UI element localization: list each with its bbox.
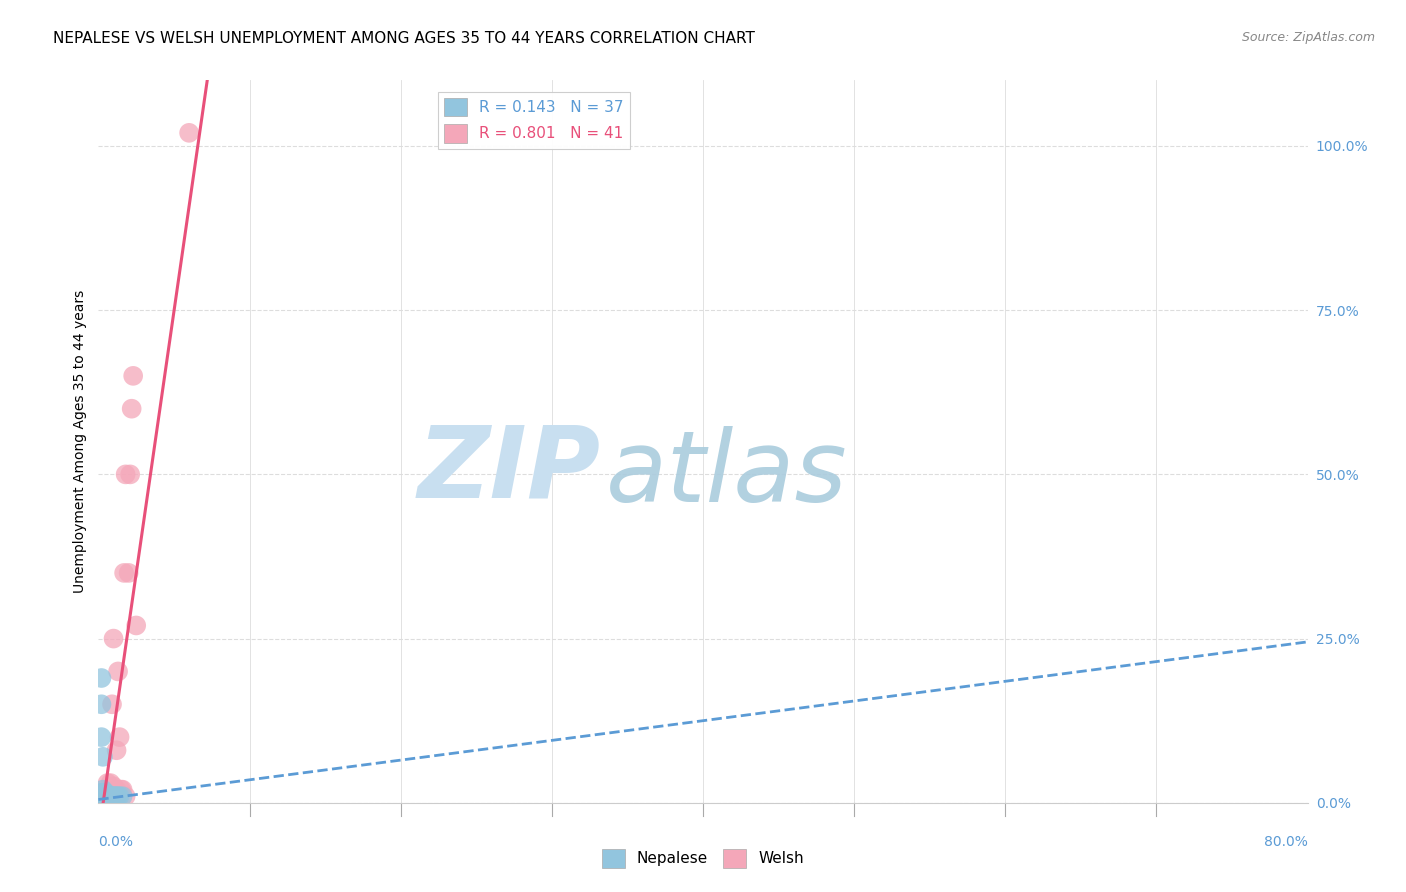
Point [101, 698, 124, 712]
Point [90, 789, 112, 804]
Point [98, 789, 121, 804]
Point [108, 789, 131, 804]
Point [90, 789, 112, 804]
Point [104, 789, 127, 804]
Point [114, 467, 136, 482]
Point [107, 665, 129, 679]
Point [90, 730, 112, 744]
Point [98, 786, 121, 800]
Point [107, 789, 129, 804]
Point [91, 786, 114, 800]
Point [125, 618, 148, 632]
Point [89, 789, 111, 804]
Point [90, 786, 112, 800]
Point [89, 789, 111, 804]
Point [90, 698, 112, 712]
Point [118, 566, 141, 580]
Point [89, 792, 111, 806]
Point [93, 789, 115, 804]
Point [105, 789, 128, 804]
Point [91, 789, 114, 804]
Point [89, 789, 111, 804]
Point [89, 789, 111, 804]
Legend: R = 0.143   N = 37, R = 0.801   N = 41: R = 0.143 N = 37, R = 0.801 N = 41 [437, 92, 630, 149]
Point [114, 789, 136, 804]
Point [101, 789, 124, 804]
Point [91, 789, 114, 804]
Point [103, 789, 125, 804]
Point [89, 789, 111, 804]
Point [111, 782, 134, 797]
Point [111, 789, 134, 804]
Point [96, 789, 118, 804]
Text: NEPALESE VS WELSH UNEMPLOYMENT AMONG AGES 35 TO 44 YEARS CORRELATION CHART: NEPALESE VS WELSH UNEMPLOYMENT AMONG AGE… [53, 31, 755, 46]
Point [89, 792, 111, 806]
Point [91, 786, 114, 800]
Point [90, 789, 112, 804]
Point [93, 786, 115, 800]
Point [91, 749, 114, 764]
Point [96, 786, 118, 800]
Point [100, 776, 122, 790]
Point [98, 789, 121, 804]
Point [100, 786, 122, 800]
Point [103, 632, 125, 646]
Point [90, 786, 112, 800]
Point [94, 786, 117, 800]
Point [94, 789, 117, 804]
Y-axis label: Unemployment Among Ages 35 to 44 years: Unemployment Among Ages 35 to 44 years [73, 290, 87, 593]
Point [104, 789, 127, 804]
Text: 0.0%: 0.0% [98, 835, 134, 849]
Point [96, 789, 118, 804]
Text: 80.0%: 80.0% [1264, 835, 1308, 849]
Point [120, 467, 142, 482]
Text: ZIP: ZIP [418, 422, 600, 519]
Point [100, 789, 122, 804]
Point [105, 743, 128, 757]
Point [121, 401, 143, 416]
Point [90, 789, 112, 804]
Point [90, 789, 112, 804]
Point [89, 789, 111, 804]
Point [179, 126, 201, 140]
Point [89, 792, 111, 806]
Point [90, 671, 112, 685]
Point [108, 730, 131, 744]
Point [91, 786, 114, 800]
Point [112, 566, 135, 580]
Text: Source: ZipAtlas.com: Source: ZipAtlas.com [1241, 31, 1375, 45]
Point [122, 368, 145, 383]
Point [105, 782, 128, 797]
Point [91, 782, 114, 797]
Point [89, 792, 111, 806]
Point [103, 780, 125, 794]
Point [89, 792, 111, 806]
Point [89, 792, 111, 806]
Point [89, 789, 111, 804]
Point [96, 776, 118, 790]
Point [91, 789, 114, 804]
Legend: Nepalese, Welsh: Nepalese, Welsh [596, 843, 810, 873]
Point [93, 789, 115, 804]
Text: atlas: atlas [606, 425, 848, 523]
Point [94, 789, 117, 804]
Point [90, 789, 112, 804]
Point [90, 789, 112, 804]
Point [110, 782, 132, 797]
Point [94, 789, 117, 804]
Point [93, 786, 115, 800]
Point [94, 789, 117, 804]
